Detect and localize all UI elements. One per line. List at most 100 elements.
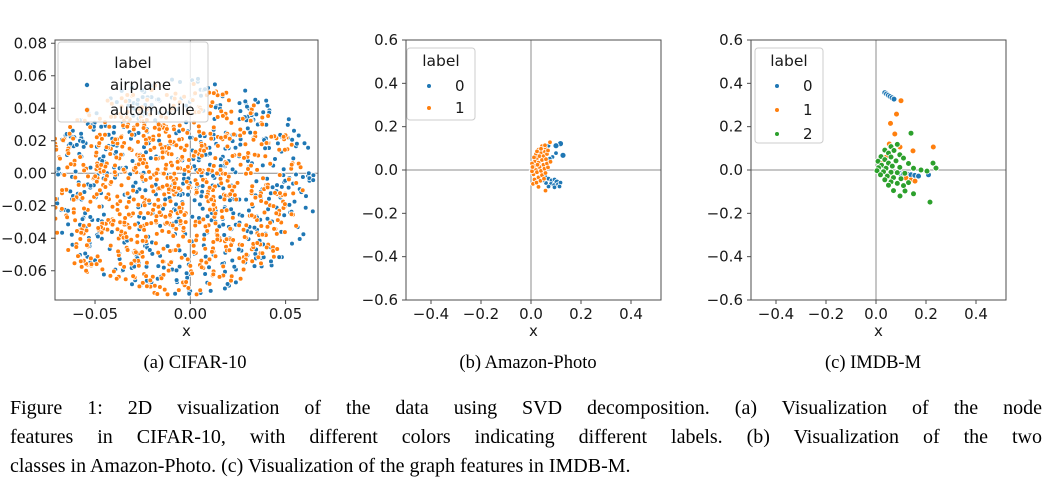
data-point (251, 263, 258, 269)
data-point (220, 113, 226, 119)
data-point (291, 127, 297, 134)
x-tick-label: 0.00 (174, 305, 207, 323)
data-point (280, 134, 287, 140)
data-point (272, 190, 278, 196)
data-point (887, 120, 894, 127)
data-point (217, 176, 224, 182)
data-point (179, 154, 186, 160)
data-point (262, 153, 269, 160)
legend-item-label: 0 (803, 77, 813, 95)
data-point (247, 117, 254, 124)
data-point (280, 166, 287, 173)
data-point (177, 209, 184, 215)
data-point (194, 181, 200, 187)
x-axis-label: x (874, 322, 883, 340)
y-tick-label: 0.2 (719, 118, 743, 136)
data-point (159, 154, 166, 161)
data-point (161, 191, 168, 198)
data-point (277, 190, 283, 196)
data-point (206, 281, 213, 287)
data-point (86, 222, 92, 228)
data-point (212, 155, 219, 161)
data-point (194, 232, 200, 239)
data-point (534, 148, 540, 155)
data-point (305, 170, 312, 177)
data-point (224, 143, 231, 150)
legend-item-label: 0 (455, 77, 465, 95)
data-point (164, 126, 170, 132)
data-point (261, 209, 268, 216)
data-point (193, 291, 200, 298)
data-point (78, 258, 84, 265)
data-point (135, 201, 142, 208)
data-point (118, 182, 125, 189)
data-point (166, 229, 172, 235)
data-point (165, 267, 172, 274)
data-point (81, 205, 87, 212)
data-point (143, 149, 149, 156)
data-point (290, 190, 297, 197)
data-point (208, 135, 215, 142)
data-point (95, 233, 101, 240)
data-point (150, 207, 156, 213)
data-point (260, 175, 266, 182)
data-point (185, 163, 191, 170)
data-point (545, 147, 551, 154)
data-point (267, 220, 273, 226)
data-point (923, 167, 931, 175)
data-point (113, 275, 120, 282)
data-point (247, 110, 254, 116)
data-point (222, 285, 228, 292)
data-point (241, 130, 247, 136)
data-point (134, 121, 141, 128)
data-point (171, 126, 177, 132)
data-point (917, 166, 925, 174)
data-point (911, 177, 919, 185)
data-point (101, 271, 107, 278)
data-point (232, 145, 239, 151)
data-point (176, 263, 183, 270)
data-point (185, 256, 191, 263)
data-point (97, 187, 103, 194)
data-point (47, 164, 52, 169)
data-point (72, 217, 78, 224)
data-point (207, 130, 214, 137)
data-point (240, 258, 247, 265)
data-point (87, 198, 94, 205)
data-point (55, 171, 61, 178)
data-point (198, 142, 205, 149)
data-point (282, 191, 288, 198)
data-point (268, 258, 274, 265)
data-point (139, 249, 145, 255)
data-point (259, 250, 266, 257)
data-point (44, 188, 49, 193)
x-tick-label: −0.2 (808, 305, 844, 323)
data-point (103, 194, 110, 201)
data-point (282, 201, 288, 207)
data-point (200, 130, 207, 137)
data-point (156, 209, 163, 216)
subcaption-c: (c) IMDB-M (824, 353, 922, 373)
data-point (265, 113, 271, 119)
data-point (214, 170, 220, 177)
data-point (210, 173, 216, 179)
data-point (73, 244, 80, 250)
data-point (134, 233, 141, 239)
data-point (305, 144, 311, 151)
data-point (196, 123, 202, 130)
data-point (253, 111, 260, 118)
data-point (184, 130, 191, 136)
data-point (95, 225, 101, 231)
data-point (161, 201, 168, 208)
data-point (65, 221, 71, 228)
data-point (224, 115, 230, 122)
data-point (111, 268, 117, 275)
data-point (161, 264, 167, 271)
data-point (183, 270, 190, 277)
data-point (289, 240, 295, 247)
data-point (124, 247, 131, 253)
data-point (169, 162, 175, 169)
y-tick-label: −0.4 (707, 248, 743, 266)
data-point (143, 234, 149, 240)
